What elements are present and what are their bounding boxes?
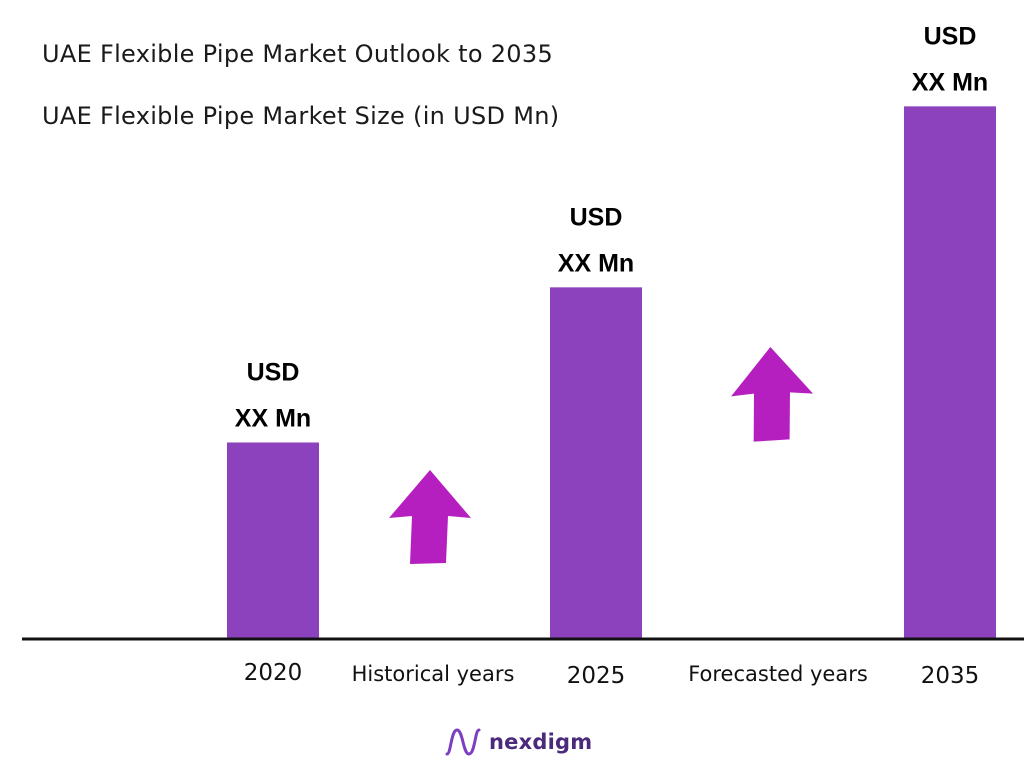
x-tick-label: 2020	[244, 660, 303, 686]
bar-2020	[227, 442, 319, 639]
chart-subtitle: UAE Flexible Pipe Market Size (in USD Mn…	[42, 102, 560, 130]
bar-value-label: USD	[924, 22, 977, 50]
period-label: Forecasted years	[688, 662, 868, 686]
growth-arrow-icon	[731, 347, 814, 442]
arrows-layer	[389, 347, 814, 564]
bar-2025	[550, 287, 642, 639]
bar-value-label: XX Mn	[912, 68, 988, 96]
chart-title: UAE Flexible Pipe Market Outlook to 2035	[42, 40, 554, 68]
logo-text: nexdigm	[489, 730, 593, 754]
logo-mark-icon	[445, 728, 481, 756]
growth-arrow-icon	[389, 470, 471, 564]
x-tick-label: 2035	[921, 663, 980, 689]
bar-value-label: USD	[247, 358, 300, 386]
period-label: Historical years	[352, 662, 515, 686]
labels-layer: USD XX Mn 2020 USD XX Mn 2025 USD XX Mn 2035 Hist…	[235, 22, 988, 689]
brand-logo: nexdigm	[443, 726, 592, 758]
bar-value-label: USD	[570, 203, 623, 231]
bar-value-label: XX Mn	[558, 249, 634, 277]
bars-layer	[227, 106, 996, 640]
bar-2035	[904, 106, 996, 640]
bar-value-label: XX Mn	[235, 404, 311, 432]
x-tick-label: 2025	[567, 663, 626, 689]
